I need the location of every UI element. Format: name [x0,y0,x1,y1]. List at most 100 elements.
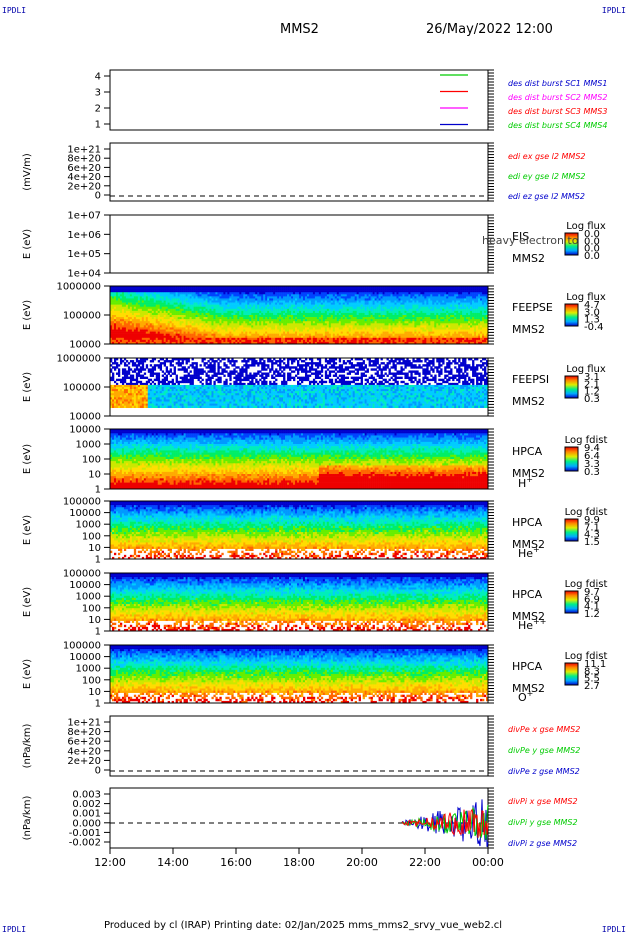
heatmap-cell [442,334,444,336]
heatmap-cell [202,303,204,305]
heatmap-cell [172,330,174,332]
heatmap-cell [148,323,150,325]
heatmap-cell [301,317,303,319]
heatmap-cell [365,332,367,334]
heatmap-cell [297,336,299,338]
heatmap-cell [140,313,142,315]
heatmap-cell [190,330,192,332]
heatmap-cell [160,298,162,300]
heatmap-cell [361,338,363,340]
heatmap-cell [446,323,448,325]
heatmap-cell [142,323,144,325]
heatmap-cell [267,290,269,292]
heatmap-cell [432,327,434,329]
heatmap-cell [406,288,408,290]
heatmap-cell [317,325,319,327]
heatmap-cell [138,313,140,315]
heatmap-cell [243,317,245,319]
heatmap-cell [381,303,383,305]
heatmap-cell [190,296,192,298]
heatmap-cell [377,303,379,305]
heatmap-cell [273,290,275,292]
heatmap-cell [369,296,371,298]
heatmap-cell [249,334,251,336]
heatmap-cell [279,321,281,323]
heatmap-cell [259,305,261,307]
heatmap-cell [180,311,182,313]
heatmap-cell [162,296,164,298]
heatmap-cell [152,311,154,313]
heatmap-cell [287,315,289,317]
heatmap-cell [307,307,309,309]
heatmap-cell [116,317,118,319]
heatmap-cell [365,303,367,305]
heatmap-cell [396,336,398,338]
heatmap-cell [309,315,311,317]
heatmap-cell [180,338,182,340]
heatmap-cell [243,288,245,290]
heatmap-cell [205,338,207,340]
heatmap-cell [164,292,166,294]
heatmap-cell [142,298,144,300]
heatmap-cell [182,290,184,292]
heatmap-cell [379,301,381,303]
heatmap-cell [430,332,432,334]
heatmap-cell [351,336,353,338]
heatmap-cell [257,298,259,300]
heatmap-cell [217,292,219,294]
heatmap-cell [317,315,319,317]
heatmap-cell [297,313,299,315]
heatmap-cell [440,340,442,342]
heatmap-cell [303,317,305,319]
heatmap-cell [277,288,279,290]
heatmap-cell [182,327,184,329]
heatmap-cell [245,334,247,336]
heatmap-cell [373,317,375,319]
heatmap-cell [174,338,176,340]
heatmap-cell [146,332,148,334]
heatmap-cell [303,288,305,290]
heatmap-cell [126,292,128,294]
heatmap-cell [426,315,428,317]
heatmap-cell [418,303,420,305]
heatmap-cell [381,290,383,292]
heatmap-cell [164,313,166,315]
heatmap-cell [114,332,116,334]
heatmap-cell [402,327,404,329]
heatmap-cell [160,303,162,305]
heatmap-cell [452,340,454,342]
heatmap-cell [273,303,275,305]
heatmap-cell [297,317,299,319]
heatmap-cell [313,323,315,325]
heatmap-cell [190,298,192,300]
heatmap-cell [404,338,406,340]
heatmap-cell [211,319,213,321]
heatmap-cell [283,294,285,296]
heatmap-cell [400,330,402,332]
heatmap-cell [259,336,261,338]
heatmap-cell [379,298,381,300]
heatmap-cell [237,303,239,305]
heatmap-cell [313,298,315,300]
y-tick-label: 3 [95,88,101,99]
heatmap-cell [142,311,144,313]
heatmap-cell [321,294,323,296]
heatmap-cell [239,307,241,309]
heatmap-cell [357,309,359,311]
heatmap-cell [327,309,329,311]
heatmap-cell [164,321,166,323]
heatmap-cell [142,330,144,332]
heatmap-cell [315,315,317,317]
heatmap-cell [118,294,120,296]
heatmap-cell [144,292,146,294]
heatmap-cell [394,296,396,298]
heatmap-cell [347,321,349,323]
heatmap-cell [361,298,363,300]
heatmap-cell [440,311,442,313]
heatmap-cell [176,334,178,336]
heatmap-cell [170,321,172,323]
heatmap-cell [291,321,293,323]
heatmap-cell [408,315,410,317]
heatmap-cell [120,311,122,313]
heatmap-cell [247,325,249,327]
